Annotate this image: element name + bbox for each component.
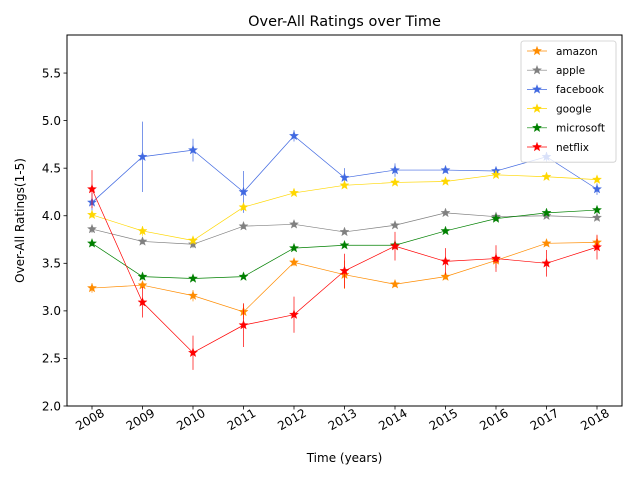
data-point xyxy=(238,201,249,212)
legend-item-apple: apple xyxy=(527,64,585,77)
legend-label: netflix xyxy=(556,142,589,154)
data-point xyxy=(188,144,198,155)
data-point xyxy=(137,271,148,281)
data-point xyxy=(541,258,552,268)
x-axis-title: Time (years) xyxy=(306,451,383,465)
data-point xyxy=(238,220,249,231)
data-point xyxy=(188,347,198,357)
y-axis-title: Over-All Ratings(1-5) xyxy=(13,158,27,283)
legend-item-amazon: amazon xyxy=(527,45,598,58)
y-tick-label: 4.5 xyxy=(42,161,61,175)
data-point xyxy=(188,235,198,245)
data-point xyxy=(87,209,97,220)
data-point xyxy=(440,164,451,175)
data-point xyxy=(390,279,400,289)
legend-marker xyxy=(532,122,542,133)
data-point xyxy=(87,238,97,248)
data-point xyxy=(440,271,451,281)
data-point xyxy=(390,164,400,175)
data-point xyxy=(137,236,148,246)
data-point xyxy=(289,130,299,141)
data-point xyxy=(137,151,148,161)
legend-item-netflix: netflix xyxy=(527,141,589,154)
series-netflix xyxy=(87,170,602,370)
data-point xyxy=(541,207,552,218)
data-point xyxy=(289,187,299,198)
legend-item-google: google xyxy=(527,103,592,115)
series-microsoft xyxy=(87,204,602,283)
legend-label: apple xyxy=(556,65,585,77)
data-point xyxy=(339,240,350,250)
data-point xyxy=(592,212,602,222)
data-point xyxy=(440,207,451,218)
legend-marker xyxy=(532,45,542,56)
data-point xyxy=(491,169,501,180)
data-point xyxy=(541,171,552,181)
data-point xyxy=(541,238,552,248)
data-point xyxy=(592,174,602,184)
series-layer xyxy=(87,121,602,370)
data-point xyxy=(87,223,97,234)
y-tick-label: 5.0 xyxy=(42,114,61,128)
legend-label: amazon xyxy=(556,46,598,58)
data-point xyxy=(339,180,350,190)
data-point xyxy=(390,177,400,187)
data-point xyxy=(238,186,249,197)
data-point xyxy=(238,271,249,281)
legend-item-facebook: facebook xyxy=(527,84,605,96)
legend-label: google xyxy=(556,103,592,115)
legend-marker xyxy=(532,84,542,94)
legend-marker xyxy=(532,64,542,75)
legend: amazon apple facebook google microsoft netfli… xyxy=(520,40,617,163)
data-point xyxy=(390,240,400,251)
data-point xyxy=(188,290,198,300)
legend-label: microsoft xyxy=(556,123,605,135)
data-point xyxy=(87,282,97,293)
y-tick-label: 3.5 xyxy=(42,257,61,271)
data-point xyxy=(339,226,350,237)
legend-marker xyxy=(532,141,542,152)
data-point xyxy=(289,257,299,267)
data-point xyxy=(440,225,451,236)
y-tick-label: 2.5 xyxy=(42,352,61,366)
data-point xyxy=(289,242,299,253)
y-tick-label: 3.0 xyxy=(42,304,61,318)
data-point xyxy=(87,183,97,194)
y-tick-label: 2.0 xyxy=(42,399,61,413)
data-point xyxy=(491,213,501,223)
data-point xyxy=(440,256,451,266)
legend-box xyxy=(520,40,617,163)
data-point xyxy=(541,210,552,220)
data-point xyxy=(137,297,148,307)
y-tick-label: 4.0 xyxy=(42,209,61,223)
legend-label: facebook xyxy=(556,84,605,96)
data-point xyxy=(238,319,249,330)
data-point xyxy=(390,220,400,230)
data-point xyxy=(440,176,451,186)
data-point xyxy=(137,225,148,236)
data-point xyxy=(592,183,602,194)
data-point xyxy=(339,265,350,276)
y-tick-label: 5.5 xyxy=(42,66,61,80)
legend-item-microsoft: microsoft xyxy=(527,122,605,135)
data-point xyxy=(289,219,299,229)
data-point xyxy=(592,204,602,215)
chart-title: Over-All Ratings over Time xyxy=(248,14,441,30)
data-point xyxy=(592,241,602,252)
legend-marker xyxy=(532,103,542,113)
data-point xyxy=(339,172,350,182)
series-google xyxy=(87,169,602,245)
data-point xyxy=(491,253,501,263)
data-point xyxy=(188,273,198,283)
data-point xyxy=(289,309,299,319)
